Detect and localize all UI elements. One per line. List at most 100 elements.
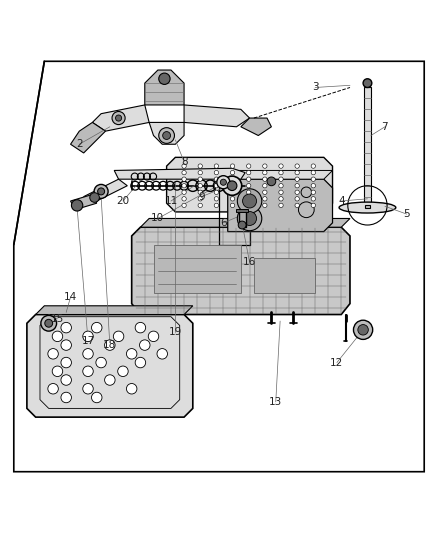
Circle shape <box>94 184 108 198</box>
Circle shape <box>71 200 83 211</box>
Circle shape <box>263 190 267 195</box>
Circle shape <box>238 221 246 229</box>
Text: 15: 15 <box>51 314 64 324</box>
Circle shape <box>247 183 251 188</box>
Circle shape <box>61 375 71 385</box>
Circle shape <box>83 384 93 394</box>
Circle shape <box>48 349 58 359</box>
Circle shape <box>230 164 235 168</box>
Circle shape <box>52 366 63 376</box>
Text: 4: 4 <box>338 196 345 206</box>
Circle shape <box>247 177 251 181</box>
Circle shape <box>61 392 71 403</box>
Circle shape <box>217 176 230 189</box>
Circle shape <box>198 177 202 181</box>
Text: 11: 11 <box>164 196 177 206</box>
Circle shape <box>61 322 71 333</box>
Circle shape <box>295 177 299 181</box>
Circle shape <box>295 203 299 207</box>
Circle shape <box>83 366 93 376</box>
Circle shape <box>227 181 237 190</box>
Circle shape <box>363 79 372 87</box>
Circle shape <box>298 202 314 217</box>
Circle shape <box>148 331 159 342</box>
Text: 19: 19 <box>169 327 182 337</box>
Circle shape <box>263 164 267 168</box>
Circle shape <box>113 331 124 342</box>
Polygon shape <box>228 171 332 179</box>
Circle shape <box>311 190 315 195</box>
Text: 9: 9 <box>198 192 205 201</box>
Circle shape <box>230 203 235 207</box>
Text: 13: 13 <box>269 397 283 407</box>
Circle shape <box>61 357 71 368</box>
Circle shape <box>237 189 262 213</box>
Circle shape <box>230 177 235 181</box>
Circle shape <box>267 177 276 185</box>
Circle shape <box>230 171 235 175</box>
Circle shape <box>279 177 283 181</box>
Text: 6: 6 <box>220 218 227 228</box>
Circle shape <box>247 190 251 195</box>
Circle shape <box>182 171 186 175</box>
Circle shape <box>214 197 219 201</box>
Circle shape <box>105 340 115 350</box>
Circle shape <box>358 325 368 335</box>
Circle shape <box>214 164 219 168</box>
Text: 16: 16 <box>243 257 256 267</box>
Circle shape <box>41 316 57 331</box>
Text: 2: 2 <box>76 139 83 149</box>
Circle shape <box>230 183 235 188</box>
Circle shape <box>127 349 137 359</box>
Circle shape <box>311 177 315 181</box>
Text: 3: 3 <box>312 83 318 93</box>
Circle shape <box>237 206 262 231</box>
Circle shape <box>90 193 99 203</box>
Polygon shape <box>71 195 97 210</box>
Circle shape <box>112 111 125 125</box>
Circle shape <box>48 384 58 394</box>
Circle shape <box>45 319 53 327</box>
Circle shape <box>279 164 283 168</box>
Circle shape <box>105 375 115 385</box>
Text: 10: 10 <box>151 214 164 223</box>
Circle shape <box>182 190 186 195</box>
Polygon shape <box>228 179 332 231</box>
Circle shape <box>198 183 202 188</box>
Circle shape <box>295 197 299 201</box>
Circle shape <box>263 177 267 181</box>
Circle shape <box>162 132 170 140</box>
Circle shape <box>295 164 299 168</box>
Circle shape <box>182 203 186 207</box>
Circle shape <box>311 203 315 207</box>
Polygon shape <box>132 227 350 314</box>
Text: 17: 17 <box>81 336 95 346</box>
Circle shape <box>214 203 219 207</box>
Circle shape <box>159 128 174 143</box>
Circle shape <box>223 176 242 195</box>
Circle shape <box>182 164 186 168</box>
Text: 5: 5 <box>403 209 410 219</box>
Circle shape <box>98 188 105 195</box>
Circle shape <box>311 171 315 175</box>
Circle shape <box>214 171 219 175</box>
Circle shape <box>279 203 283 207</box>
Circle shape <box>116 115 122 121</box>
Circle shape <box>295 183 299 188</box>
Polygon shape <box>184 105 250 127</box>
Circle shape <box>214 183 219 188</box>
Bar <box>364 87 371 205</box>
Circle shape <box>198 190 202 195</box>
Polygon shape <box>84 179 127 203</box>
Circle shape <box>263 171 267 175</box>
Polygon shape <box>71 123 106 153</box>
Circle shape <box>279 183 283 188</box>
Polygon shape <box>114 168 245 179</box>
Circle shape <box>92 392 102 403</box>
Circle shape <box>295 190 299 195</box>
Circle shape <box>247 197 251 201</box>
Circle shape <box>230 197 235 201</box>
Circle shape <box>247 203 251 207</box>
Circle shape <box>135 357 146 368</box>
Circle shape <box>311 197 315 201</box>
